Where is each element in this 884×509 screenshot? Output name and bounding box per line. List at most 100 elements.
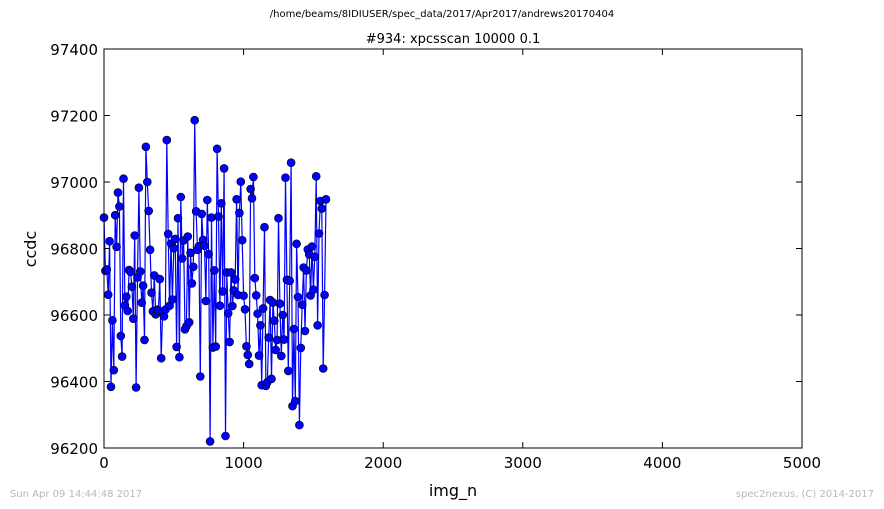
data-point [256,320,265,330]
y-tick-label: 97000 [50,174,98,192]
data-point [250,273,260,283]
data-point [286,158,296,167]
y-tick-label: 96800 [50,241,98,259]
data-point [214,212,223,221]
data-point [113,188,123,197]
data-point [205,437,215,446]
data-point [237,235,247,245]
data-point [246,184,255,194]
data-point [108,315,117,325]
data-point [295,420,304,430]
data-point [141,142,151,152]
data-point [134,183,144,192]
data-point [212,144,222,154]
data-point [264,333,274,342]
data-point [155,274,165,284]
data-point [189,262,198,272]
data-point [136,267,145,276]
data-point [129,314,138,324]
data-point [145,245,155,255]
data-point [204,249,213,259]
data-point [247,194,257,203]
data-point [251,291,261,300]
data-point [210,266,219,275]
data-point [127,282,137,292]
plot-area [99,115,331,446]
data-point [197,209,206,219]
data-point [156,353,166,363]
data-point [292,239,301,249]
data-point [169,243,179,253]
data-point [240,304,250,314]
data-point [221,431,230,441]
data-point [230,275,240,284]
data-point [321,195,331,204]
data-point [271,345,281,355]
data-point [207,213,216,222]
data-point [223,308,233,318]
data-point [318,364,328,373]
data-point [119,174,128,183]
x-tick-label: 3000 [504,454,542,472]
data-point [254,351,264,360]
data-point [130,231,139,240]
data-point [225,337,234,347]
data-point [275,299,285,309]
data-point [307,242,317,251]
x-tick-label: 4000 [643,454,681,472]
data-point [313,320,322,330]
data-point [122,292,131,302]
data-point [278,310,288,320]
data-point [232,195,241,204]
x-tick-label: 0 [99,454,109,472]
data-point [196,372,205,381]
data-point [117,352,127,361]
data-point [168,295,177,304]
data-point [219,164,229,173]
data-point [302,266,311,275]
data-point [243,350,253,360]
credit-footer: spec2nexus, (C) 2014-2017 [735,489,874,500]
data-point [173,213,183,223]
data-point [177,254,187,263]
data-point [317,204,327,213]
data-point [175,352,184,362]
data-point [314,229,324,238]
data-point [285,276,295,286]
data-point [143,177,152,187]
data-point [293,292,303,302]
y-tick-label: 97400 [50,41,98,59]
data-point [309,285,318,295]
data-point [140,335,149,345]
data-point [116,331,126,341]
data-point [163,229,173,239]
data-point [144,206,153,216]
data-point [228,301,237,311]
data-point [269,316,279,326]
data-point [137,298,146,308]
data-point [126,267,135,277]
data-point [260,222,269,232]
data-point [258,304,268,313]
data-point [162,135,172,145]
y-tick-label: 97200 [50,108,98,126]
y-axis-label: ccdc [21,231,40,268]
data-point [296,343,306,353]
data-point [183,232,193,241]
x-tick-label: 1000 [225,454,263,472]
data-point [283,366,293,376]
data-point [138,281,148,291]
data-point [226,268,236,277]
data-point [218,287,227,296]
data-point [110,210,120,220]
data-point [236,177,246,186]
data-point [112,242,121,252]
x-tick-label: 5000 [783,454,821,472]
data-point [300,326,310,336]
data-point [281,173,290,182]
data-point [276,351,286,361]
data-point [267,374,276,384]
data-point [109,365,119,375]
data-point [200,241,209,251]
